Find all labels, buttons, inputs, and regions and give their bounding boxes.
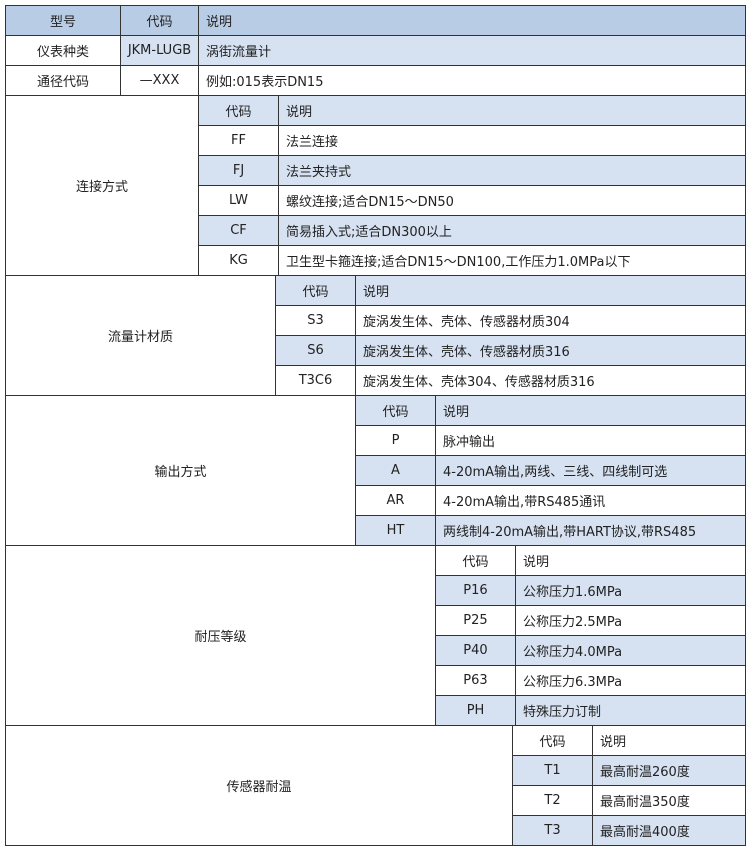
section-label: 连接方式 bbox=[5, 95, 199, 276]
option-description: 脉冲输出 bbox=[435, 425, 746, 456]
option-description: 公称压力6.3MPa bbox=[515, 665, 746, 696]
model-cell: 通径代码 bbox=[5, 65, 121, 96]
column-header-description: 说明 bbox=[592, 725, 746, 756]
option-description: 旋涡发生体、壳体、传感器材质304 bbox=[355, 305, 746, 336]
description-cell: 涡街流量计 bbox=[198, 35, 746, 66]
column-header-code: 代码 bbox=[435, 545, 516, 576]
option-description: 旋涡发生体、壳体304、传感器材质316 bbox=[355, 365, 746, 396]
column-header-code: 代码 bbox=[198, 95, 279, 126]
option-code: HT bbox=[355, 515, 436, 546]
model-cell: 仪表种类 bbox=[5, 35, 121, 66]
option-code: P25 bbox=[435, 605, 516, 636]
option-code: PH bbox=[435, 695, 516, 726]
option-description: 旋涡发生体、壳体、传感器材质316 bbox=[355, 335, 746, 366]
option-description: 特殊压力订制 bbox=[515, 695, 746, 726]
option-description: 螺纹连接;适合DN15～DN50 bbox=[278, 185, 746, 216]
section-label: 耐压等级 bbox=[5, 545, 436, 726]
option-description: 4-20mA输出,两线、三线、四线制可选 bbox=[435, 455, 746, 486]
option-code: KG bbox=[198, 245, 279, 276]
option-code: S6 bbox=[275, 335, 356, 366]
option-code: LW bbox=[198, 185, 279, 216]
column-header-description: 说明 bbox=[515, 545, 746, 576]
option-code: FJ bbox=[198, 155, 279, 186]
option-description: 公称压力4.0MPa bbox=[515, 635, 746, 666]
column-header-code: 代码 bbox=[355, 395, 436, 426]
column-header-code: 代码 bbox=[512, 725, 593, 756]
column-header-description: 说明 bbox=[435, 395, 746, 426]
option-code: A bbox=[355, 455, 436, 486]
option-code: P16 bbox=[435, 575, 516, 606]
option-description: 法兰连接 bbox=[278, 125, 746, 156]
option-description: 公称压力1.6MPa bbox=[515, 575, 746, 606]
option-code: P63 bbox=[435, 665, 516, 696]
option-description: 简易插入式;适合DN300以上 bbox=[278, 215, 746, 246]
section-label: 传感器耐温 bbox=[5, 725, 513, 846]
column-header-code: 代码 bbox=[275, 275, 356, 306]
description-cell: 例如:015表示DN15 bbox=[198, 65, 746, 96]
option-code: T3 bbox=[512, 815, 593, 846]
option-code: P bbox=[355, 425, 436, 456]
option-code: T1 bbox=[512, 755, 593, 786]
option-description: 最高耐温260度 bbox=[592, 755, 746, 786]
column-header-description: 说明 bbox=[355, 275, 746, 306]
option-description: 最高耐温350度 bbox=[592, 785, 746, 816]
header-description-cell: 说明 bbox=[198, 5, 746, 36]
option-code: S3 bbox=[275, 305, 356, 336]
option-description: 卫生型卡箍连接;适合DN15～DN100,工作压力1.0MPa以下 bbox=[278, 245, 746, 276]
option-description: 法兰夹持式 bbox=[278, 155, 746, 186]
header-model-cell: 型号 bbox=[5, 5, 121, 36]
code-cell: —XXX bbox=[120, 65, 199, 96]
option-code: AR bbox=[355, 485, 436, 516]
option-code: CF bbox=[198, 215, 279, 246]
option-code: T3C6 bbox=[275, 365, 356, 396]
option-code: T2 bbox=[512, 785, 593, 816]
option-description: 公称压力2.5MPa bbox=[515, 605, 746, 636]
option-code: FF bbox=[198, 125, 279, 156]
header-code-cell: 代码 bbox=[120, 5, 199, 36]
option-description: 4-20mA输出,带RS485通讯 bbox=[435, 485, 746, 516]
option-code: P40 bbox=[435, 635, 516, 666]
option-description: 两线制4-20mA输出,带HART协议,带RS485 bbox=[435, 515, 746, 546]
section-label: 输出方式 bbox=[5, 395, 356, 546]
column-header-description: 说明 bbox=[278, 95, 746, 126]
code-cell: JKM-LUGB bbox=[120, 35, 199, 66]
option-description: 最高耐温400度 bbox=[592, 815, 746, 846]
section-label: 流量计材质 bbox=[5, 275, 276, 396]
